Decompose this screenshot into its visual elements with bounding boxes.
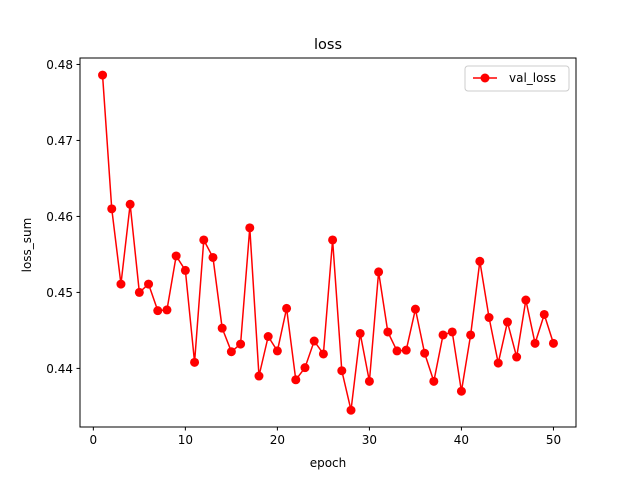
data-point bbox=[355, 328, 365, 338]
data-point bbox=[180, 265, 190, 275]
data-point bbox=[162, 305, 172, 315]
data-point bbox=[236, 339, 246, 349]
data-point bbox=[337, 366, 347, 376]
x-tick-label: 50 bbox=[546, 433, 561, 447]
data-point bbox=[190, 357, 200, 367]
data-point bbox=[410, 304, 420, 314]
data-point bbox=[530, 338, 540, 348]
legend-box bbox=[464, 65, 570, 92]
data-point bbox=[502, 317, 512, 327]
data-point bbox=[466, 330, 476, 340]
data-point bbox=[116, 279, 126, 289]
data-point bbox=[282, 303, 292, 313]
data-point bbox=[107, 204, 117, 214]
data-point bbox=[144, 279, 154, 289]
data-point bbox=[153, 306, 163, 316]
data-point bbox=[420, 348, 430, 358]
data-point bbox=[226, 347, 236, 357]
x-tick-label: 40 bbox=[454, 433, 469, 447]
data-point bbox=[484, 313, 494, 323]
data-point bbox=[208, 252, 218, 262]
axes: 0 10 20 30 40 50 0.44 0.45 0.46 0.47 0.48 bbox=[46, 57, 577, 447]
data-point bbox=[300, 363, 310, 373]
y-axis-label: loss_sum bbox=[20, 218, 34, 273]
y-tick-label: 0.47 bbox=[46, 134, 73, 148]
x-tick-label: 20 bbox=[270, 433, 285, 447]
legend: val_loss bbox=[464, 65, 570, 92]
data-point bbox=[134, 287, 144, 297]
data-point bbox=[364, 376, 374, 386]
x-tick-label: 0 bbox=[90, 433, 98, 447]
data-point bbox=[475, 256, 485, 266]
data-point bbox=[309, 336, 319, 346]
data-point bbox=[447, 327, 457, 337]
data-point bbox=[272, 346, 282, 356]
data-point bbox=[438, 330, 448, 340]
data-point bbox=[98, 70, 108, 80]
data-point bbox=[493, 358, 503, 368]
data-point bbox=[291, 375, 301, 385]
data-point bbox=[521, 295, 531, 305]
data-point bbox=[539, 309, 549, 319]
data-point bbox=[346, 405, 356, 415]
axes-frame bbox=[79, 57, 577, 428]
legend-marker bbox=[480, 73, 490, 83]
data-point bbox=[217, 323, 227, 333]
data-point bbox=[245, 223, 255, 233]
data-point bbox=[318, 349, 328, 359]
y-tick-label: 0.46 bbox=[46, 210, 73, 224]
data-point bbox=[429, 376, 439, 386]
y-tick-label: 0.44 bbox=[46, 362, 73, 376]
x-axis-label: epoch bbox=[310, 456, 347, 470]
data-point bbox=[374, 267, 384, 277]
data-point bbox=[548, 338, 558, 348]
data-point bbox=[125, 199, 135, 209]
data-point bbox=[383, 327, 393, 337]
legend-label: val_loss bbox=[509, 71, 556, 85]
data-point bbox=[171, 251, 181, 261]
data-point bbox=[456, 386, 466, 396]
y-tick-label: 0.45 bbox=[46, 286, 73, 300]
x-tick-label: 30 bbox=[362, 433, 377, 447]
data-point bbox=[328, 235, 338, 245]
data-point bbox=[401, 345, 411, 355]
x-tick-label: 10 bbox=[178, 433, 193, 447]
y-tick-label: 0.48 bbox=[46, 58, 73, 72]
plot-area bbox=[98, 70, 558, 415]
chart-title: loss bbox=[314, 37, 342, 53]
data-point bbox=[263, 331, 273, 341]
data-point bbox=[254, 371, 264, 381]
data-point bbox=[199, 235, 209, 245]
data-point bbox=[392, 346, 402, 356]
data-point bbox=[512, 352, 522, 362]
